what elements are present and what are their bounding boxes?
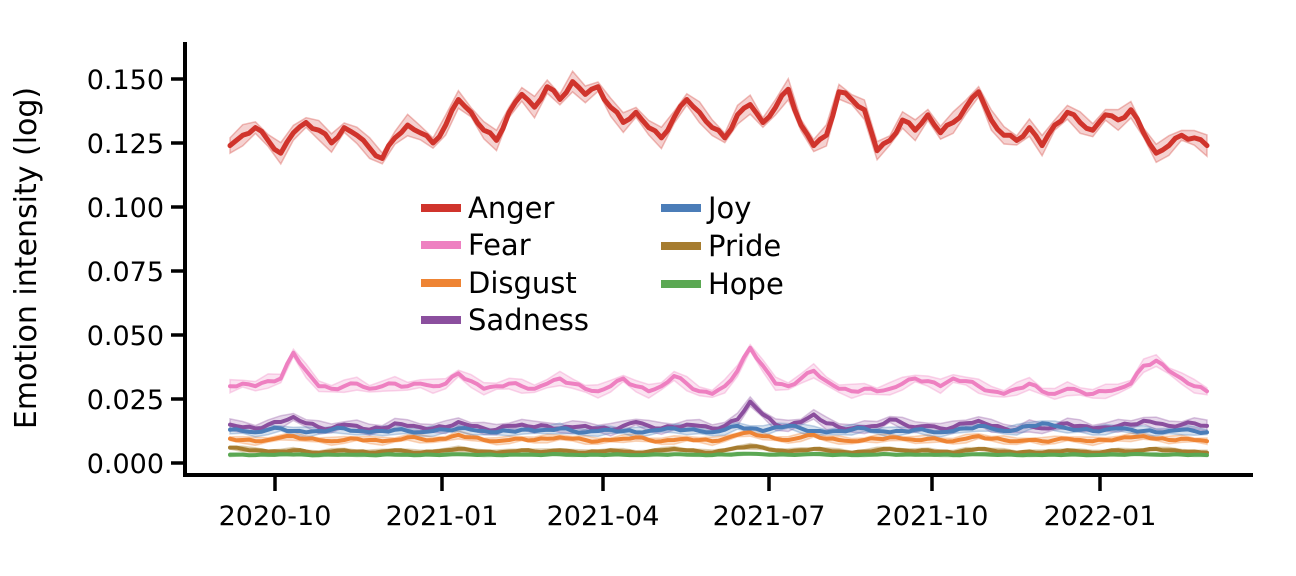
legend-item-disgust: Disgust xyxy=(421,266,577,300)
sadness-series-line xyxy=(228,399,1209,433)
disgust-series-line xyxy=(228,430,1209,444)
chart-legend: Anger Fear Disgust Sadness Joy Pride Hop… xyxy=(421,191,784,337)
fear-series-line xyxy=(228,345,1209,397)
y-axis-ticks xyxy=(171,77,185,465)
series-lines xyxy=(227,79,1210,458)
hope-series-line xyxy=(228,451,1209,458)
y-tick-label: 0.075 xyxy=(87,257,164,288)
y-tick-label: 0.025 xyxy=(87,385,164,416)
x-tick-label: 2021-04 xyxy=(547,501,660,532)
legend-item-pride: Pride xyxy=(661,229,781,263)
y-tick-label: 0.000 xyxy=(87,449,164,480)
x-tick-label: 2021-01 xyxy=(386,501,499,532)
joy-series-line xyxy=(228,421,1209,435)
legend-label: Disgust xyxy=(468,266,577,300)
legend-label: Joy xyxy=(706,191,751,225)
x-axis-tick-labels: 2020-10 2021-01 2021-04 2021-07 2021-10 … xyxy=(219,501,1157,532)
legend-label: Pride xyxy=(708,229,781,263)
anger-series-line xyxy=(227,79,1210,161)
anger-confidence-band xyxy=(229,69,1208,166)
legend-item-joy: Joy xyxy=(661,191,751,225)
y-tick-label: 0.050 xyxy=(87,321,164,352)
legend-item-fear: Fear xyxy=(421,228,531,262)
legend-item-hope: Hope xyxy=(661,267,784,301)
legend-item-anger: Anger xyxy=(421,191,554,225)
x-tick-label: 2020-10 xyxy=(219,501,332,532)
legend-label: Fear xyxy=(468,228,531,262)
x-axis-ticks xyxy=(273,475,1102,491)
x-tick-label: 2021-10 xyxy=(876,501,989,532)
y-tick-label: 0.100 xyxy=(87,193,164,224)
x-tick-label: 2021-07 xyxy=(713,501,826,532)
y-axis-tick-labels: 0.150 0.125 0.100 0.075 0.050 0.025 0.00… xyxy=(87,65,164,480)
legend-label: Sadness xyxy=(468,303,589,337)
fear-confidence-band xyxy=(229,343,1208,401)
y-tick-label: 0.125 xyxy=(87,129,164,160)
legend-label: Anger xyxy=(468,191,554,225)
y-axis-label: Emotion intensity (log) xyxy=(9,87,44,429)
legend-label: Hope xyxy=(708,267,784,301)
pride-series-line xyxy=(228,444,1209,455)
y-tick-label: 0.150 xyxy=(87,65,164,96)
legend-item-sadness: Sadness xyxy=(421,303,589,337)
x-tick-label: 2022-01 xyxy=(1044,501,1157,532)
